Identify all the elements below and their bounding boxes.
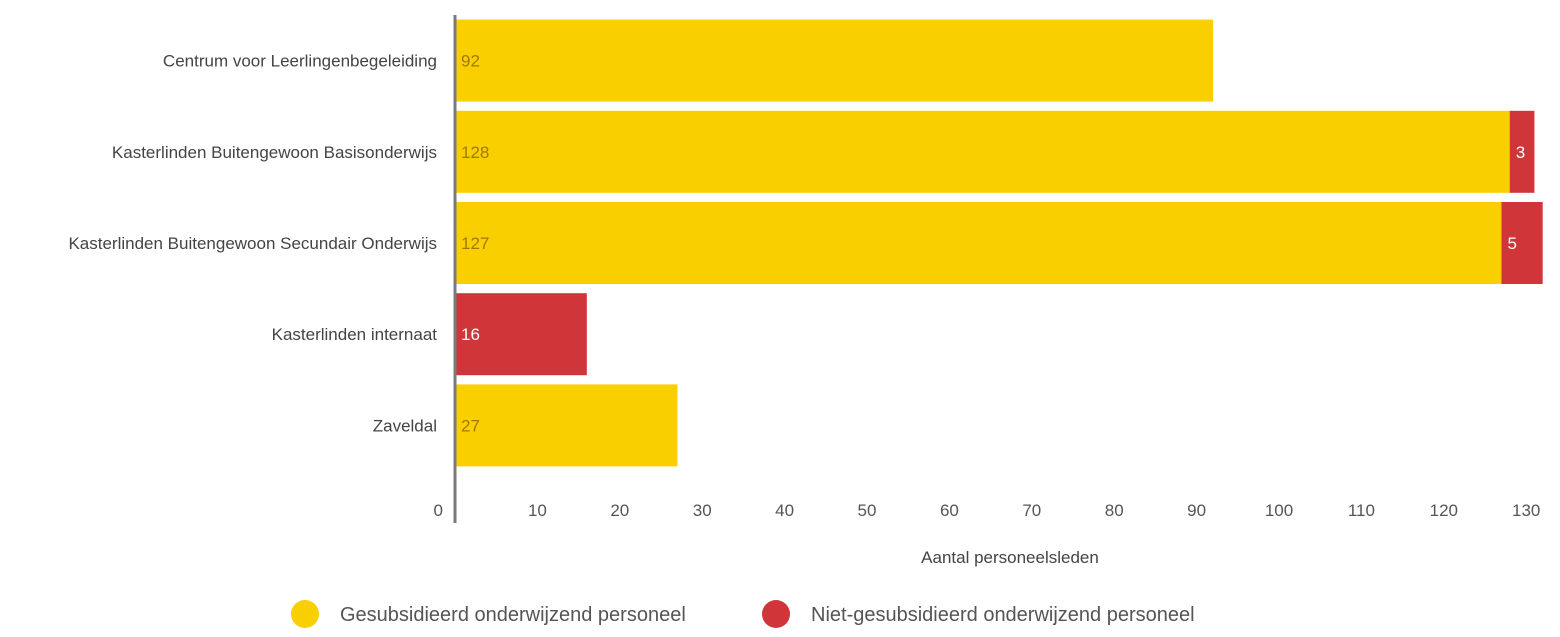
data-label: 128 [461,143,489,162]
category-label: Kasterlinden Buitengewoon Basisonderwijs [112,143,437,162]
bar-subsidized-2 [455,202,1502,284]
x-tick-label: 30 [693,501,712,520]
data-label: 16 [461,325,480,344]
x-tick-label: 50 [858,501,877,520]
x-tick-label: 60 [940,501,959,520]
x-tick-label: 40 [775,501,794,520]
x-tick-label: 80 [1105,501,1124,520]
legend-swatch-non-subsidized [762,600,790,628]
bar-non-subsidized-2 [1501,202,1543,284]
x-tick-label: 120 [1430,501,1458,520]
data-label: 27 [461,416,480,435]
data-label: 92 [461,52,480,71]
x-tick-label: 100 [1265,501,1293,520]
legend-label-non-subsidized: Niet-gesubsidieerd onderwijzend personee… [811,604,1195,626]
x-axis-title: Aantal personeelsleden [921,548,1099,567]
x-tick-label: 130 [1512,501,1540,520]
bar-subsidized-0 [455,19,1214,102]
data-label: 127 [461,234,489,253]
x-tick-label: 0 [434,501,443,520]
x-tick-label: 110 [1348,501,1375,520]
bar-non-subsidized-1 [1509,110,1535,193]
legend-label-subsidized: Gesubsidieerd onderwijzend personeel [340,604,686,626]
bar-subsidized-4 [455,384,678,467]
legend-swatch-subsidized [291,600,319,628]
bar-non-subsidized-3 [455,293,587,376]
category-label: Zaveldal [373,416,437,435]
category-label: Kasterlinden internaat [272,325,438,344]
x-tick-label: 70 [1022,501,1041,520]
category-label: Kasterlinden Buitengewoon Secundair Onde… [68,234,437,253]
x-tick-label: 90 [1187,501,1206,520]
category-label: Centrum voor Leerlingenbegeleiding [163,52,437,71]
bar-subsidized-1 [455,110,1510,193]
data-label: 5 [1507,234,1516,253]
data-label: 3 [1516,143,1525,162]
x-tick-label: 10 [528,501,547,520]
x-tick-label: 20 [610,501,629,520]
